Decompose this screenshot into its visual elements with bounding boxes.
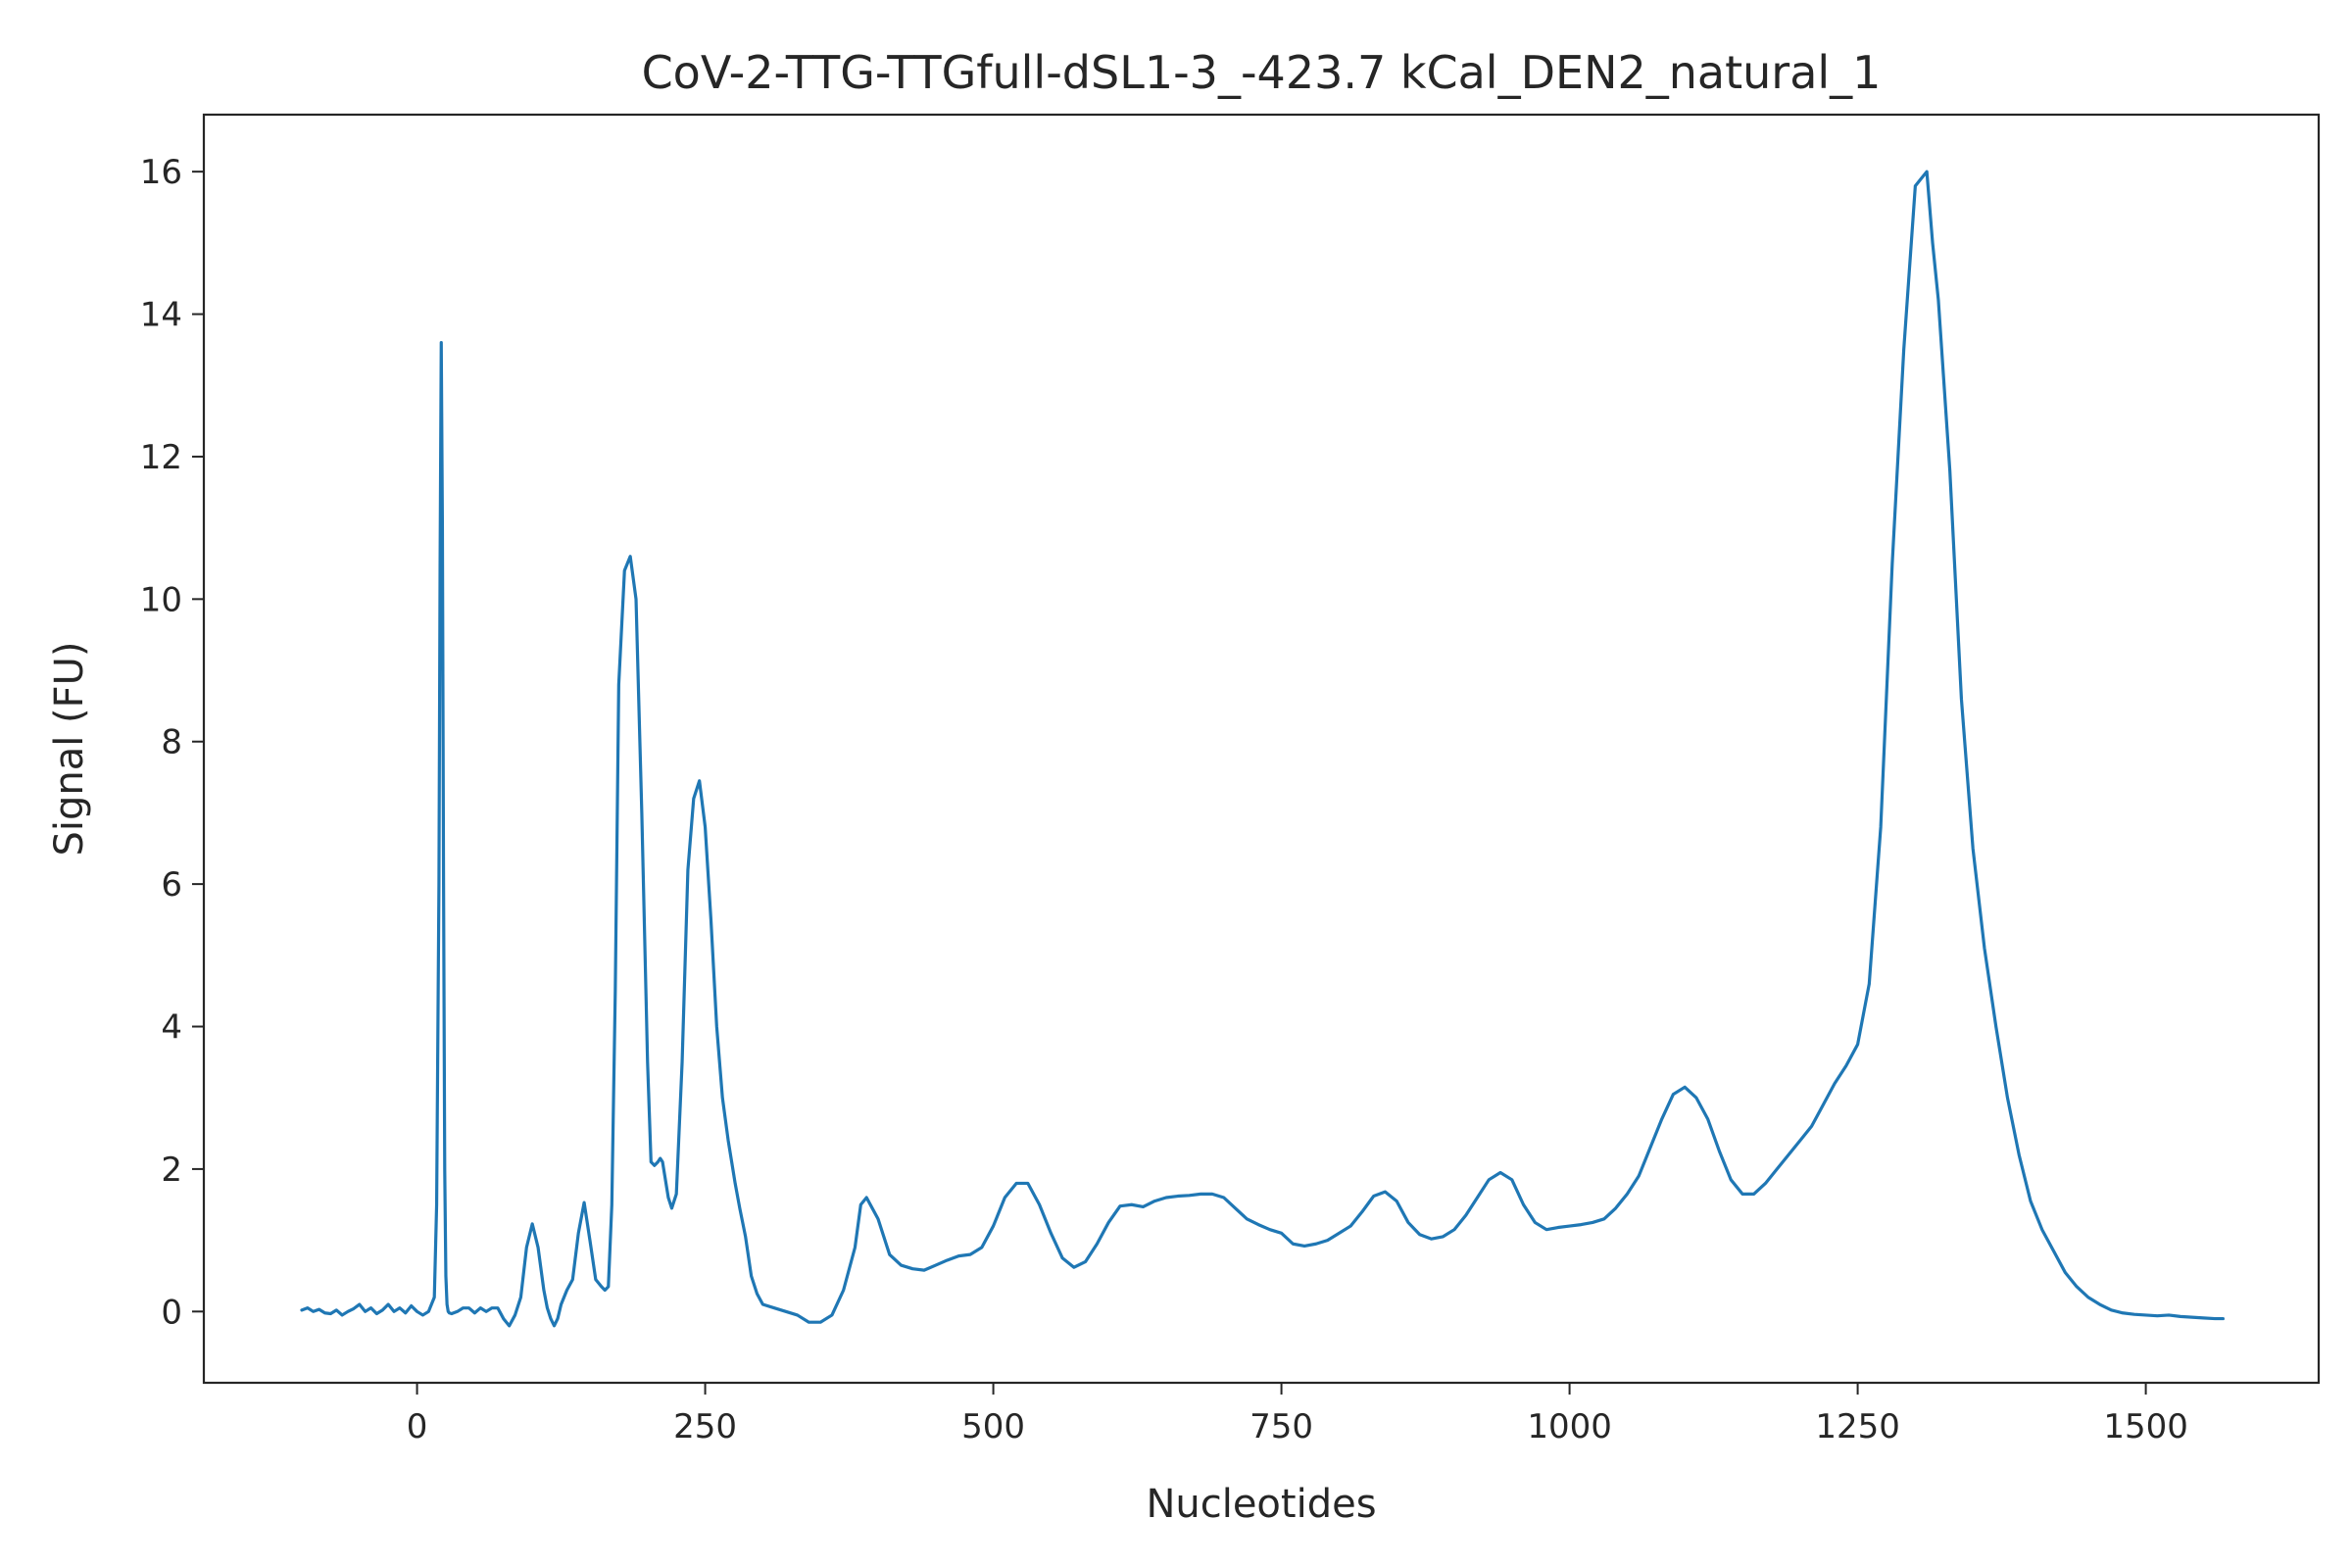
y-axis: 0 2 4 6 8 10 12 14 16	[140, 153, 204, 1332]
x-tick-label: 250	[673, 1407, 737, 1446]
x-axis: 0 250 500 750 1000 1250 1500	[407, 1383, 2188, 1446]
y-tick-label: 16	[140, 153, 182, 192]
y-tick-label: 6	[161, 865, 182, 905]
y-tick-label: 10	[140, 580, 182, 619]
x-tick-label: 500	[961, 1407, 1025, 1446]
x-tick-label: 1000	[1527, 1407, 1612, 1446]
y-tick-label: 14	[140, 296, 182, 335]
x-axis-label: Nucleotides	[1146, 1482, 1376, 1527]
x-tick-label: 0	[407, 1407, 428, 1446]
y-tick-label: 0	[161, 1293, 182, 1332]
signal-series-line	[300, 170, 2225, 1328]
chart-title: CoV-2-TTG-TTGfull-dSL1-3_-423.7 kCal_DEN…	[642, 46, 1882, 99]
y-axis-label: Signal (FU)	[47, 641, 92, 856]
x-tick-label: 1500	[2103, 1407, 2188, 1446]
x-tick-label: 1250	[1815, 1407, 1900, 1446]
plot-background	[204, 115, 2319, 1383]
y-tick-label: 4	[161, 1008, 182, 1048]
x-tick-label: 750	[1250, 1407, 1313, 1446]
y-tick-label: 8	[161, 723, 182, 762]
y-tick-label: 12	[140, 438, 182, 477]
y-tick-label: 2	[161, 1151, 182, 1190]
plot-frame	[202, 113, 2321, 1385]
